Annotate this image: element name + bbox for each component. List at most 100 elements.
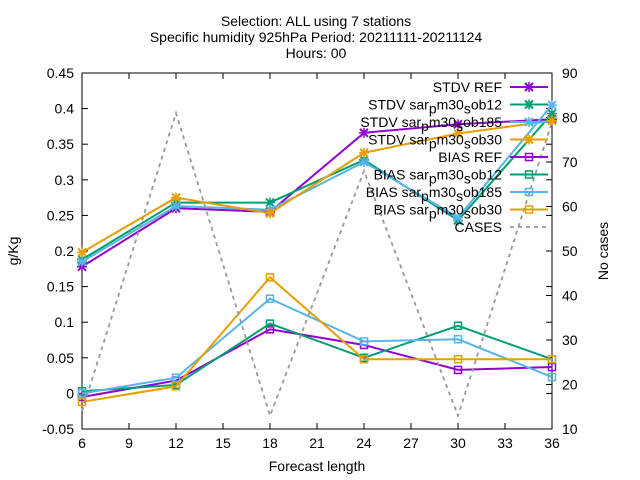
x-tick-label: 36 bbox=[544, 435, 560, 451]
y-tick-label: 0.45 bbox=[47, 65, 74, 81]
series-layer bbox=[77, 100, 557, 419]
x-tick-label: 24 bbox=[356, 435, 372, 451]
legend-label: BIAS REF bbox=[438, 149, 502, 165]
x-axis-label: Forecast length bbox=[269, 458, 366, 474]
data-point bbox=[547, 354, 557, 364]
x-tick-label: 33 bbox=[497, 435, 513, 451]
y-tick-label: 0.1 bbox=[55, 314, 75, 330]
data-point bbox=[359, 147, 369, 158]
x-tick-label: 30 bbox=[450, 435, 466, 451]
x-tick-label: 12 bbox=[168, 435, 184, 451]
data-point bbox=[171, 201, 181, 212]
data-point bbox=[547, 362, 557, 372]
series-line bbox=[81, 104, 553, 263]
series-line bbox=[81, 119, 553, 254]
legend-entry: STDV sarpm30sob12 bbox=[368, 97, 548, 117]
data-point bbox=[265, 294, 275, 303]
legend-marker bbox=[524, 82, 534, 92]
data-point bbox=[265, 325, 275, 334]
data-point bbox=[171, 192, 181, 203]
series-line bbox=[81, 118, 553, 268]
data-point bbox=[77, 256, 87, 267]
x-tick-label: 27 bbox=[403, 435, 419, 451]
title-line-3: Hours: 00 bbox=[286, 45, 347, 61]
y-tick-label: 0.15 bbox=[47, 279, 74, 295]
data-point bbox=[265, 273, 275, 282]
data-point bbox=[547, 100, 557, 111]
title-line-2: Specific humidity 925hPa Period: 2021111… bbox=[150, 29, 483, 45]
legend-marker bbox=[524, 117, 534, 127]
series-7 bbox=[77, 273, 557, 407]
legend-entry: STDV sarpm30sob30 bbox=[368, 132, 548, 152]
legend-entry: BIAS sarpm30sob12 bbox=[374, 167, 548, 187]
y2-tick-label: 70 bbox=[562, 154, 578, 170]
legend-entry: BIAS REF bbox=[438, 149, 548, 165]
x-tick-label: 15 bbox=[215, 435, 231, 451]
data-point bbox=[171, 382, 181, 391]
x-axis: 6 9 12 15 18 21 24 27 30 33 36 bbox=[78, 73, 560, 451]
data-point bbox=[453, 354, 463, 364]
y-axis: -0.05 0 0.05 0.1 0.15 0.2 0.25 0.3 0.35 0.4 0.45 bbox=[42, 65, 552, 437]
series-line bbox=[81, 275, 552, 403]
data-point bbox=[77, 389, 87, 398]
data-point bbox=[453, 321, 463, 331]
y-tick-label: 0.05 bbox=[47, 350, 74, 366]
series-4 bbox=[77, 325, 557, 402]
series-line bbox=[81, 110, 553, 419]
legend-label: CASES bbox=[455, 219, 502, 235]
data-point bbox=[265, 208, 275, 219]
y2-tick-label: 10 bbox=[562, 421, 578, 437]
data-point bbox=[547, 115, 557, 126]
x-tick-label: 6 bbox=[78, 435, 86, 451]
y-tick-label: 0.3 bbox=[55, 172, 75, 188]
data-point bbox=[359, 337, 369, 346]
legend-label: STDV sarpm30sob30 bbox=[368, 132, 502, 152]
data-point bbox=[359, 127, 369, 138]
x-tick-label: 21 bbox=[309, 435, 325, 451]
y2-tick-label: 30 bbox=[562, 332, 578, 348]
series-3 bbox=[77, 115, 557, 258]
y2-axis-label: No cases bbox=[595, 222, 611, 280]
legend-marker bbox=[524, 170, 534, 179]
legend-label: BIAS sarpm30sob185 bbox=[366, 184, 502, 204]
legend-marker bbox=[524, 99, 534, 110]
legend-marker bbox=[524, 134, 534, 145]
y2-tick-label: 60 bbox=[562, 199, 578, 215]
y2-tick-label: 50 bbox=[562, 243, 578, 259]
data-point bbox=[77, 247, 87, 258]
x-tick-label: 9 bbox=[125, 435, 133, 451]
legend-entry: STDV sarpm30sob185 bbox=[360, 114, 548, 134]
legend-label: BIAS sarpm30sob30 bbox=[374, 202, 503, 222]
data-point bbox=[171, 373, 181, 382]
data-point bbox=[359, 157, 369, 167]
data-point bbox=[265, 319, 275, 328]
y-axis-label: g/Kg bbox=[5, 237, 21, 266]
data-point bbox=[453, 128, 463, 139]
y2-tick-label: 20 bbox=[562, 377, 578, 393]
series-6 bbox=[77, 294, 557, 398]
data-point bbox=[359, 354, 369, 364]
series-line bbox=[81, 322, 553, 393]
legend-entry: STDV REF bbox=[433, 79, 548, 95]
series-line bbox=[81, 112, 553, 261]
y2-axis: 10 20 30 40 50 60 70 80 90 bbox=[546, 65, 578, 437]
legend-label: STDV sarpm30sob12 bbox=[368, 97, 502, 117]
title-line-1: Selection: ALL using 7 stations bbox=[221, 13, 411, 29]
legend-label: STDV sarpm30sob185 bbox=[360, 114, 502, 134]
data-point bbox=[453, 365, 463, 375]
legend-label: BIAS sarpm30sob12 bbox=[374, 167, 503, 187]
legend-marker bbox=[524, 205, 534, 214]
data-point bbox=[453, 212, 463, 223]
data-point bbox=[453, 119, 463, 130]
series-line bbox=[81, 297, 553, 395]
y-tick-label: -0.05 bbox=[42, 421, 74, 437]
x-tick-label: 18 bbox=[262, 435, 278, 451]
series-5 bbox=[77, 319, 557, 396]
y2-tick-label: 90 bbox=[562, 65, 578, 81]
legend-marker bbox=[524, 187, 534, 197]
data-point bbox=[265, 197, 275, 208]
y-tick-label: 0.4 bbox=[55, 101, 75, 117]
data-point bbox=[547, 372, 557, 382]
